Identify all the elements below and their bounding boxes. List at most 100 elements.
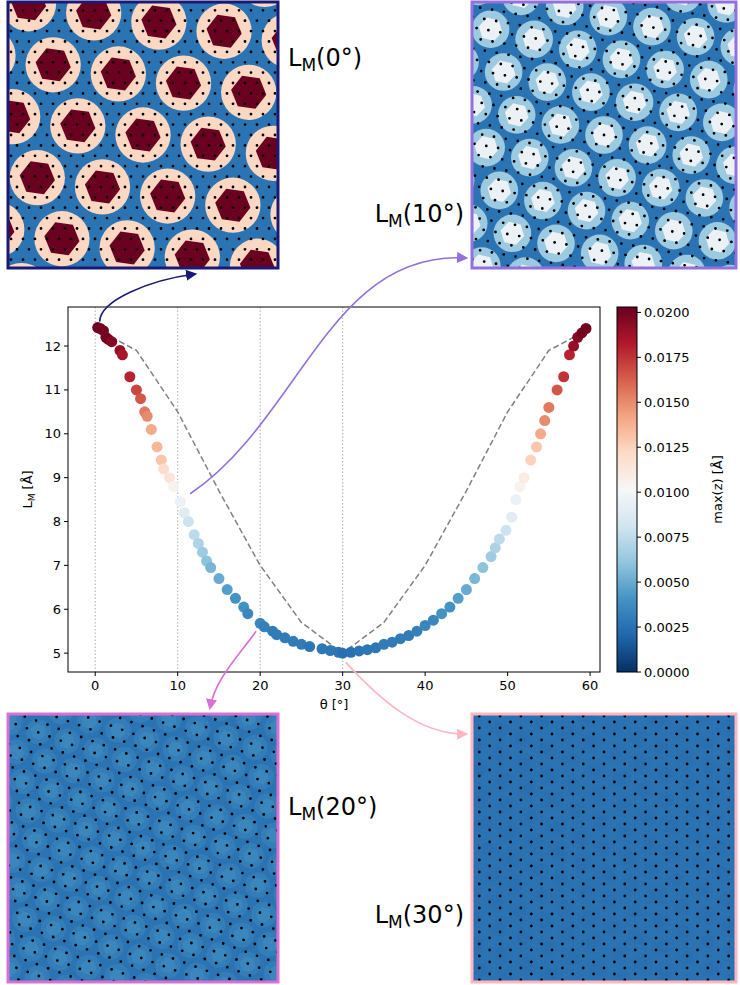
moire-spot: [186, 829, 201, 845]
moire-halo: [524, 182, 562, 220]
moire-halo: [616, 83, 654, 121]
moire-spot: [651, 714, 664, 728]
point: [543, 402, 554, 413]
moire-halo: [606, 942, 628, 964]
moire-halo: [560, 948, 582, 970]
y-tick: [64, 653, 68, 654]
moire-halo: [677, 18, 715, 56]
moire-halo: [156, 714, 181, 732]
point: [525, 455, 536, 466]
moire-spot: [612, 772, 625, 786]
moire-halo: [477, 838, 499, 860]
moire-spot: [101, 58, 136, 91]
moire-spot: [589, 962, 602, 976]
point: [558, 371, 569, 382]
point: [183, 516, 194, 527]
y-tick-label: 5: [53, 646, 61, 661]
moire-halo: [221, 65, 276, 120]
moire-spot: [701, 935, 714, 949]
moire-spot: [199, 888, 215, 904]
moire-spot: [76, 2, 111, 29]
colorbar-tick-label: 0.0150: [644, 395, 690, 410]
moire-halo: [8, 818, 19, 843]
moire-halo: [598, 159, 636, 197]
moire-spot: [492, 61, 516, 84]
moire-halo: [127, 944, 152, 969]
moire-halo: [690, 878, 712, 900]
moire-halo: [8, 739, 29, 764]
moire-spot: [262, 936, 278, 952]
moire-spot: [591, 788, 604, 802]
colorbar-tick-label: 0.0000: [644, 665, 690, 680]
moire-halo: [118, 776, 143, 801]
panel-label-angle: (0°): [316, 44, 362, 72]
moire-halo: [230, 239, 278, 268]
moire-spot: [539, 741, 552, 755]
y-tick: [64, 346, 68, 347]
moire-spot: [601, 867, 614, 881]
colorbar-tick: [637, 627, 641, 628]
moire-halo: [185, 716, 210, 741]
moire-spot: [231, 789, 247, 805]
moire-halo: [629, 752, 651, 774]
moire-halo: [511, 139, 549, 177]
x-tick: [342, 672, 343, 676]
panel-label-sub: M: [301, 804, 316, 824]
x-tick-label: 20: [252, 678, 269, 693]
moire-spot: [485, 868, 498, 882]
moire-halo: [10, 769, 35, 794]
moire-halo: [502, 2, 540, 15]
moire-halo: [486, 717, 508, 739]
y-tick: [64, 521, 68, 522]
moire-halo: [265, 714, 278, 739]
curve: [95, 329, 590, 654]
moire-halo: [513, 753, 535, 775]
colorbar-tick-label: 0.0100: [644, 485, 690, 500]
moire-spot: [628, 904, 641, 918]
point: [152, 441, 163, 452]
y-tick: [64, 609, 68, 610]
moire-halo: [472, 129, 505, 167]
moire-halo: [638, 831, 660, 853]
moire-halo: [25, 966, 50, 982]
moire-halo: [723, 767, 736, 789]
moire-spot: [125, 919, 140, 935]
moire-spot: [549, 113, 573, 136]
moire-halo: [650, 736, 672, 758]
moire-spot: [193, 859, 209, 875]
moire-spot: [558, 899, 571, 913]
x-tick-label: 10: [169, 678, 186, 693]
moire-spot: [8, 744, 24, 760]
moire-halo: [664, 2, 702, 13]
moire-halo: [143, 894, 168, 919]
moire-halo: [492, 769, 514, 791]
moire-halo: [12, 907, 37, 932]
moire-spot: [700, 735, 713, 749]
moire-halo: [720, 28, 736, 66]
moire-halo: [191, 745, 216, 770]
x-tick-label: 0: [91, 678, 99, 693]
x-tick-label: 60: [582, 678, 599, 693]
point: [146, 424, 157, 435]
point: [205, 562, 216, 573]
panel-label-angle: (30°): [403, 901, 464, 929]
moire-spot: [148, 899, 163, 915]
moire-spot: [20, 161, 55, 194]
moire-halo: [8, 848, 25, 873]
moire-halo: [681, 799, 703, 821]
atoms: [8, 2, 278, 268]
moire-spot: [88, 742, 103, 758]
moire-halo: [155, 953, 180, 978]
colorbar-tick-label: 0.0175: [644, 350, 690, 365]
atoms: [478, 715, 730, 982]
moire-halo: [505, 874, 527, 896]
moire-halo: [73, 817, 98, 842]
moire-halo: [630, 952, 652, 974]
moire-spot: [189, 967, 205, 982]
moire-spot: [553, 2, 577, 18]
moire-spot: [528, 836, 541, 850]
moire-halo: [546, 2, 584, 25]
moire-halo: [716, 146, 736, 184]
point: [461, 584, 472, 595]
moire-spot: [615, 799, 628, 813]
